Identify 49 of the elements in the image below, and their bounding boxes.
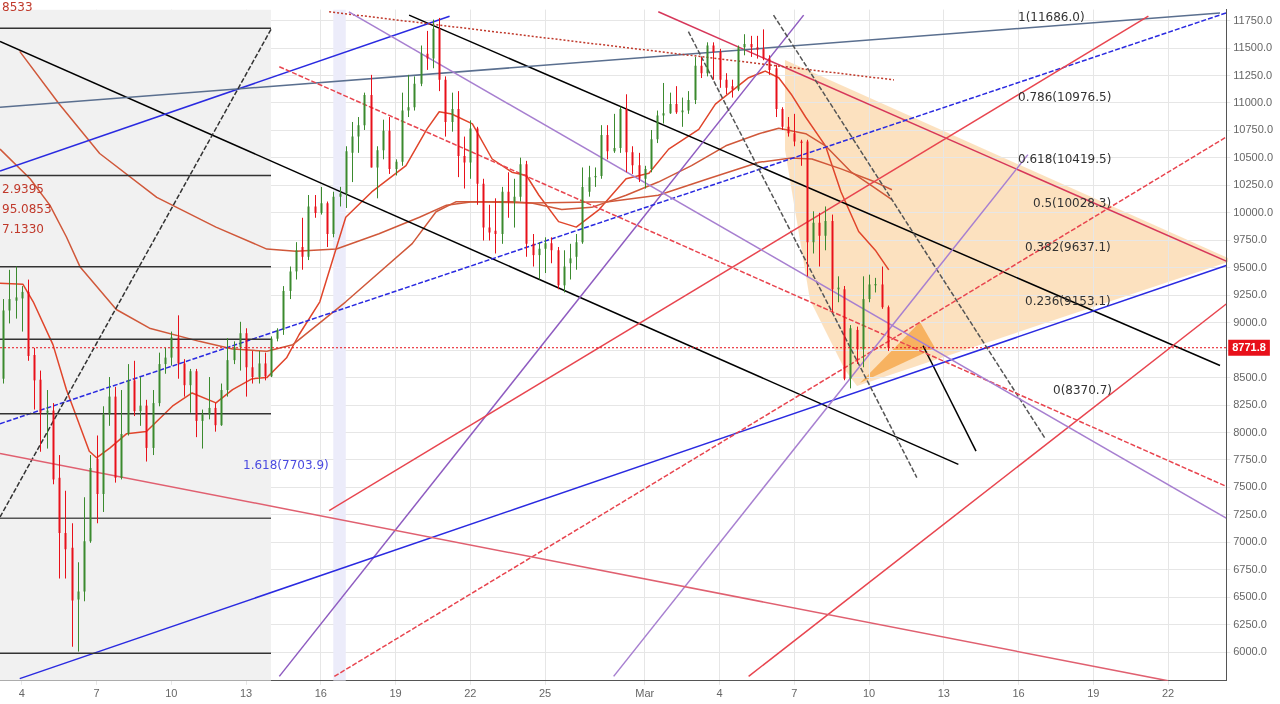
y-tick-label: 9750.0 — [1233, 233, 1267, 246]
annotation: 1(11686.0) — [1018, 10, 1085, 25]
x-tick-label: 7 — [791, 687, 798, 700]
x-tick-label: 16 — [314, 687, 327, 700]
y-tick-label: 11000.0 — [1233, 96, 1273, 109]
y-tick-label: 10000.0 — [1233, 205, 1273, 218]
y-tick-label: 7500.0 — [1233, 480, 1267, 493]
x-tick-label: 10 — [165, 687, 178, 700]
y-tick-label: 11250.0 — [1233, 68, 1273, 81]
x-tick-label: 22 — [1161, 687, 1175, 700]
annotation: 0.618(10419.5) — [1018, 152, 1112, 167]
x-tick-label: 19 — [1087, 687, 1100, 700]
y-tick-label: 11500.0 — [1233, 41, 1273, 54]
annotation: 7.1330 — [2, 222, 44, 237]
x-tick-label: 10 — [862, 687, 876, 700]
y-tick-label: 10250.0 — [1233, 178, 1273, 191]
annotation: 0.786(10976.5) — [1018, 90, 1112, 105]
y-tick-label: 9500.0 — [1233, 260, 1267, 273]
x-tick-label: 22 — [464, 687, 477, 700]
x-tick-label: Mar — [635, 687, 655, 700]
x-tick-label: 13 — [937, 687, 950, 700]
x-tick-label: 7 — [93, 687, 100, 700]
y-tick-label: 6500.0 — [1233, 590, 1267, 603]
x-tick-label: 4 — [716, 687, 723, 700]
y-tick-label: 7250.0 — [1233, 507, 1267, 520]
annotation: 0.382(9637.1) — [1025, 240, 1111, 255]
y-tick-label: 9000.0 — [1233, 315, 1267, 328]
y-tick-label: 8500.0 — [1233, 370, 1267, 383]
y-tick-label: 10750.0 — [1233, 123, 1273, 136]
annotation: 8533 — [2, 0, 33, 15]
x-tick-label: 4 — [18, 687, 25, 700]
x-tick-label: 13 — [239, 687, 253, 700]
y-tick-label: 7750.0 — [1233, 453, 1267, 466]
y-tick-label: 6000.0 — [1233, 645, 1267, 658]
y-tick-label: 6250.0 — [1233, 617, 1267, 630]
y-tick-label: 10500.0 — [1233, 150, 1273, 163]
y-tick-label: 8000.0 — [1233, 425, 1267, 438]
y-tick-label: 9250.0 — [1233, 288, 1267, 301]
x-tick-label: 25 — [538, 687, 552, 700]
x-tick-label: 19 — [389, 687, 402, 700]
y-tick-label: 8250.0 — [1233, 398, 1267, 411]
y-tick-label: 11750.0 — [1233, 13, 1273, 26]
annotation: 1.618(7703.9) — [243, 458, 329, 473]
ref-line-label: 8771.8 — [1232, 340, 1266, 353]
annotation: 0(8370.7) — [1053, 383, 1112, 398]
x-tick-label: 16 — [1012, 687, 1025, 700]
y-tick-label: 6750.0 — [1233, 562, 1267, 575]
y-tick-label: 7000.0 — [1233, 535, 1267, 548]
annotation: 95.0853 — [2, 202, 52, 217]
